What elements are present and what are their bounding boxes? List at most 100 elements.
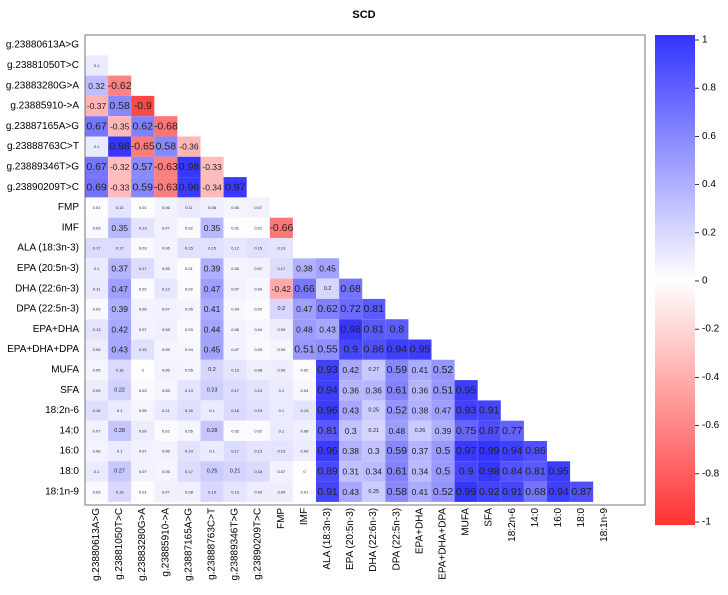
cell-value-label: 0.05 [185, 307, 194, 312]
cell-value-label: 0.34 [412, 466, 429, 476]
heatmap-cell [246, 481, 270, 502]
cell-value-label: 0.48 [389, 426, 406, 436]
colorbar-tick-label: -0.2 [702, 324, 720, 335]
cell-value-label: 0.32 [88, 81, 105, 91]
heatmap-cell [292, 380, 316, 401]
cell-value-label: 0.1 [279, 408, 285, 413]
heatmap-cell [408, 400, 432, 421]
heatmap-cell [108, 380, 132, 401]
cell-value-label: 0.18 [231, 408, 240, 413]
cell-value-label: 0.75 [456, 425, 477, 437]
cell-value-label: 0.94 [502, 445, 523, 457]
heatmap-cell [131, 217, 155, 238]
row-label: 16:0 [60, 446, 80, 457]
heatmap-cell [154, 197, 178, 218]
cell-value-label: 0.42 [111, 324, 128, 334]
heatmap-cell [523, 441, 547, 462]
cell-value-label: 0.47 [435, 406, 452, 416]
column-label: g.23881050T>C [114, 508, 125, 580]
cell-value-label: 0.61 [387, 384, 408, 396]
cell-value-label: 0.07 [93, 428, 102, 433]
cell-value-label: 0.05 [162, 469, 171, 474]
heatmap-cell [339, 339, 363, 360]
heatmap-cell [200, 177, 224, 198]
cell-value-label: 0.35 [111, 223, 128, 233]
cell-value-label: 0.21 [368, 428, 379, 434]
heatmap-cells: 0.10.32 -0.62-0.37 0.58 -0.90.67 -0.35 0.62 -0… [85, 55, 594, 502]
heatmap-cell [85, 339, 109, 360]
cell-value-label: 0.08 [301, 428, 310, 433]
heatmap-cell [316, 319, 340, 340]
cell-value-label: 0.08 [254, 367, 263, 372]
heatmap-cell [362, 380, 386, 401]
cell-value-label: 0.1 [94, 266, 100, 271]
cell-value-label: 0.38 [342, 446, 359, 456]
colorbar-tick-label: 0.6 [702, 131, 716, 142]
row-label: g.23881050T>C [7, 60, 79, 71]
heatmap-cell [154, 339, 178, 360]
cell-value-label: 0.07 [139, 469, 148, 474]
cell-value-label: 0.07 [254, 266, 263, 271]
heatmap-cell [362, 298, 386, 320]
heatmap-cell [292, 359, 316, 381]
cell-value-label: 0.98 [109, 141, 130, 153]
cell-value-label: 0.9 [343, 344, 358, 356]
heatmap-cell [246, 420, 270, 441]
cell-value-label: 0.07 [162, 307, 171, 312]
heatmap-cell [108, 298, 132, 320]
column-label: g.23890209T>C [253, 508, 264, 580]
cell-value-label: 0.09 [93, 347, 102, 352]
heatmap-cell [131, 380, 155, 401]
heatmap-cell [547, 461, 571, 482]
heatmap-cell [154, 177, 178, 198]
cell-value-label: 0.37 [412, 446, 429, 456]
cell-value-label: 0.08 [208, 205, 217, 210]
heatmap-cell [408, 420, 432, 441]
column-label: g.23880613A>G [91, 508, 102, 581]
cell-value-label: -0.32 [110, 162, 130, 172]
colorbar-tick-label: -0.4 [702, 372, 720, 383]
cell-value-label: 0.19 [208, 489, 217, 494]
cell-value-label: 0.95 [548, 465, 569, 477]
heatmap-cell [316, 278, 340, 299]
heatmap-cell [223, 197, 247, 218]
cell-value-label: 0.12 [162, 286, 171, 291]
cell-value-label: 0.58 [387, 486, 408, 498]
cell-value-label: 0.92 [479, 486, 500, 498]
column-label: 14:0 [530, 507, 541, 527]
cell-value-label: 0.52 [387, 405, 408, 417]
cell-value-label: 0.13 [254, 388, 263, 393]
cell-value-label: 0.01 [185, 266, 194, 271]
heatmap-cell [108, 177, 132, 198]
heatmap-cell [131, 420, 155, 441]
heatmap-cell [154, 400, 178, 421]
heatmap-cell [316, 461, 340, 482]
cell-value-label: 0 [303, 469, 306, 474]
heatmap-cell [362, 461, 386, 482]
cell-value-label: 0.06 [162, 246, 171, 251]
row-label: 14:0 [60, 425, 80, 436]
cell-value-label: 0.45 [204, 345, 221, 355]
heatmap-cell [85, 95, 109, 117]
heatmap-cell [339, 481, 363, 502]
heatmap-cell [85, 217, 109, 238]
heatmap-cell [339, 400, 363, 421]
cell-value-label: 0.37 [111, 263, 128, 273]
cell-value-label: 0.59 [387, 364, 408, 376]
heatmap-cell [362, 481, 386, 502]
heatmap-cell [200, 481, 224, 502]
colorbar-tick-label: -0.6 [702, 420, 720, 431]
heatmap-cell [108, 116, 132, 137]
cell-value-label: 0.1 [209, 449, 215, 454]
cell-value-label: 0.43 [111, 345, 128, 355]
cell-value-label: -0.34 [202, 182, 222, 192]
heatmap-cell [85, 278, 109, 299]
heatmap-cell [200, 339, 224, 360]
heatmap-cell [177, 278, 201, 299]
cell-value-label: 0.05 [231, 266, 240, 271]
heatmap-cell [200, 400, 224, 421]
cell-value-label: 0.41 [412, 487, 429, 497]
cell-value-label: 0.67 [86, 120, 107, 132]
heatmap-cell [200, 197, 224, 218]
cell-value-label: 0.81 [364, 323, 385, 335]
